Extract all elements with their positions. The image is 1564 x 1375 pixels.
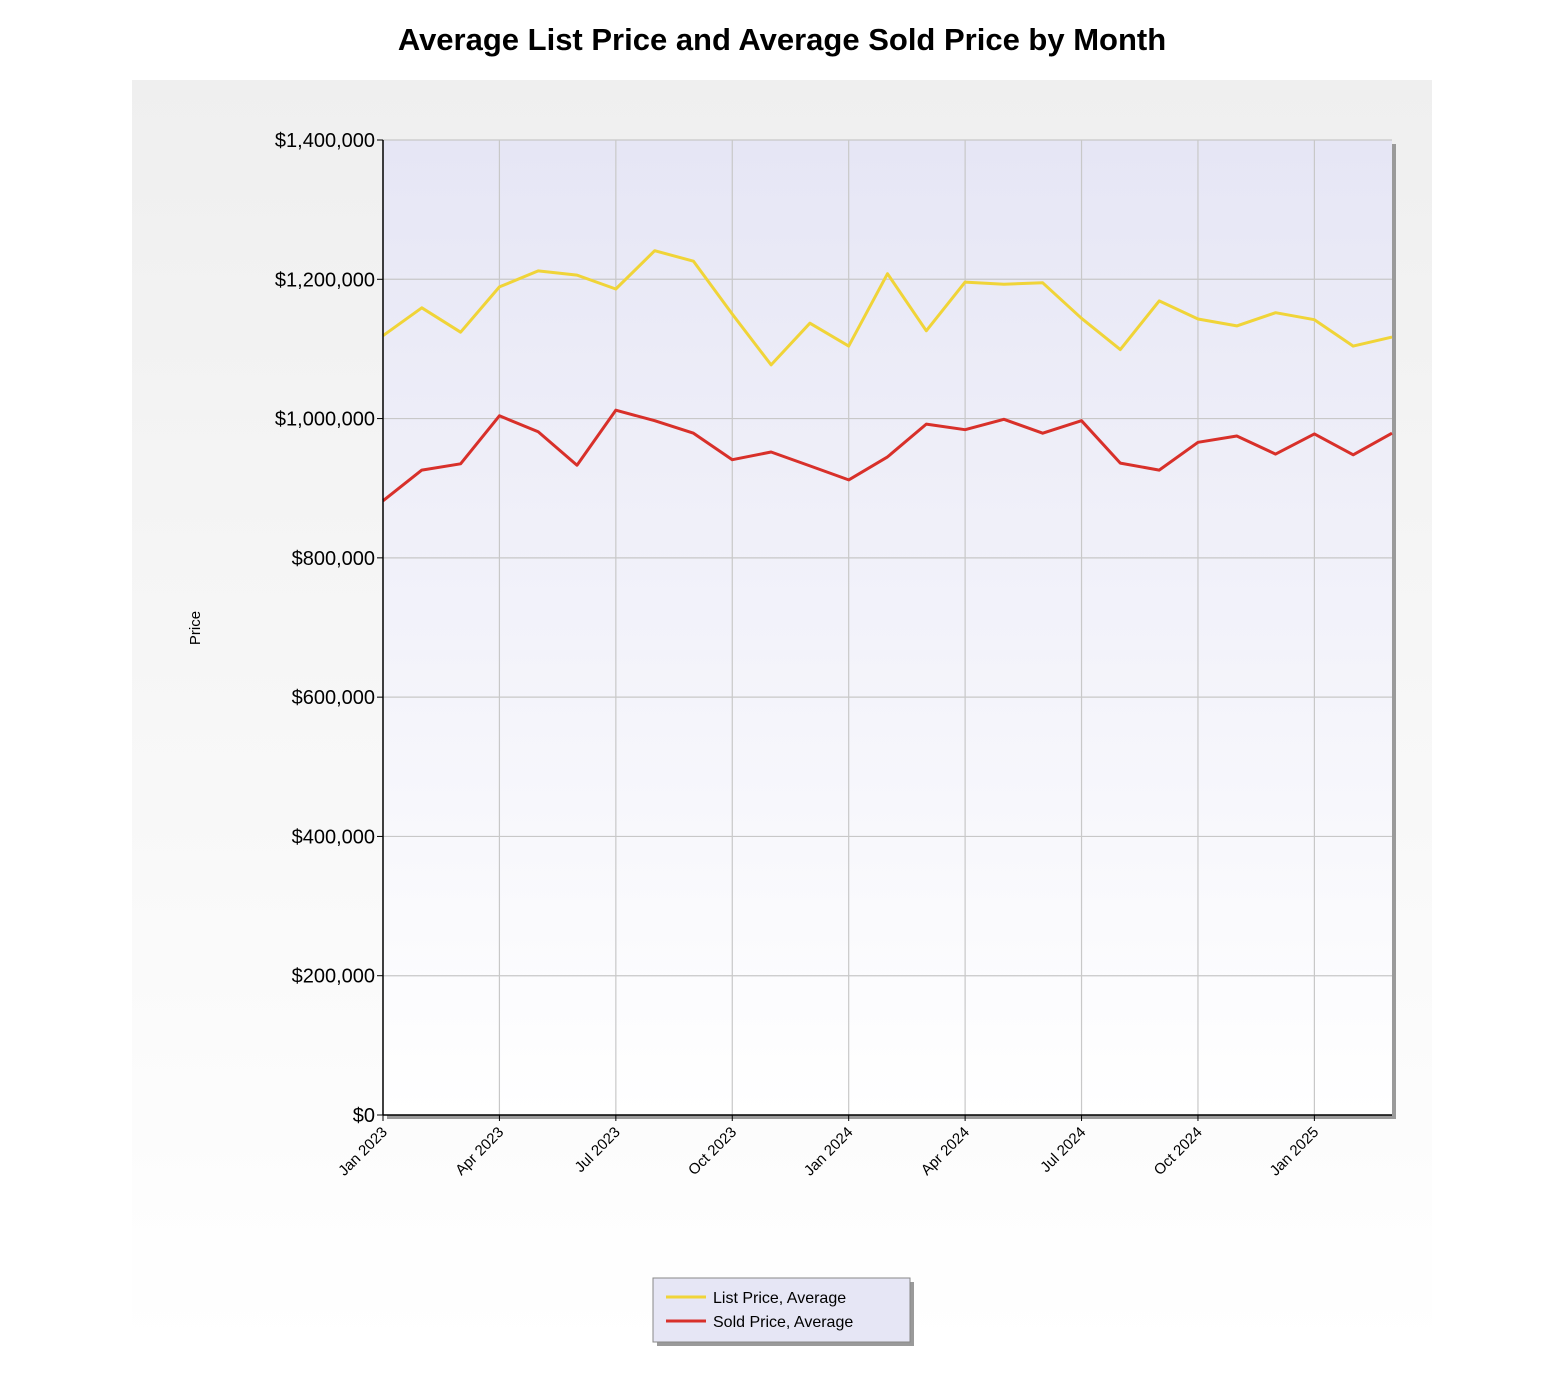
y-axis-label: Price [187,611,204,645]
plot-area [383,140,1392,1115]
y-tick-label: $200,000 [292,966,375,988]
y-tick-label: $1,000,000 [275,409,375,431]
y-tick-label: $400,000 [292,826,375,848]
legend-box [653,1278,910,1342]
y-tick-label: $600,000 [292,687,375,709]
y-tick-label: $800,000 [292,548,375,570]
y-tick-label: $1,400,000 [275,130,375,152]
y-tick-label: $1,200,000 [275,269,375,291]
legend-label: Sold Price, Average [713,1314,853,1331]
chart-title: Average List Price and Average Sold Pric… [398,22,1166,57]
legend: List Price, Average Sold Price, Average [653,1278,914,1346]
legend-label: List Price, Average [713,1290,846,1307]
y-tick-label: $0 [353,1105,375,1127]
